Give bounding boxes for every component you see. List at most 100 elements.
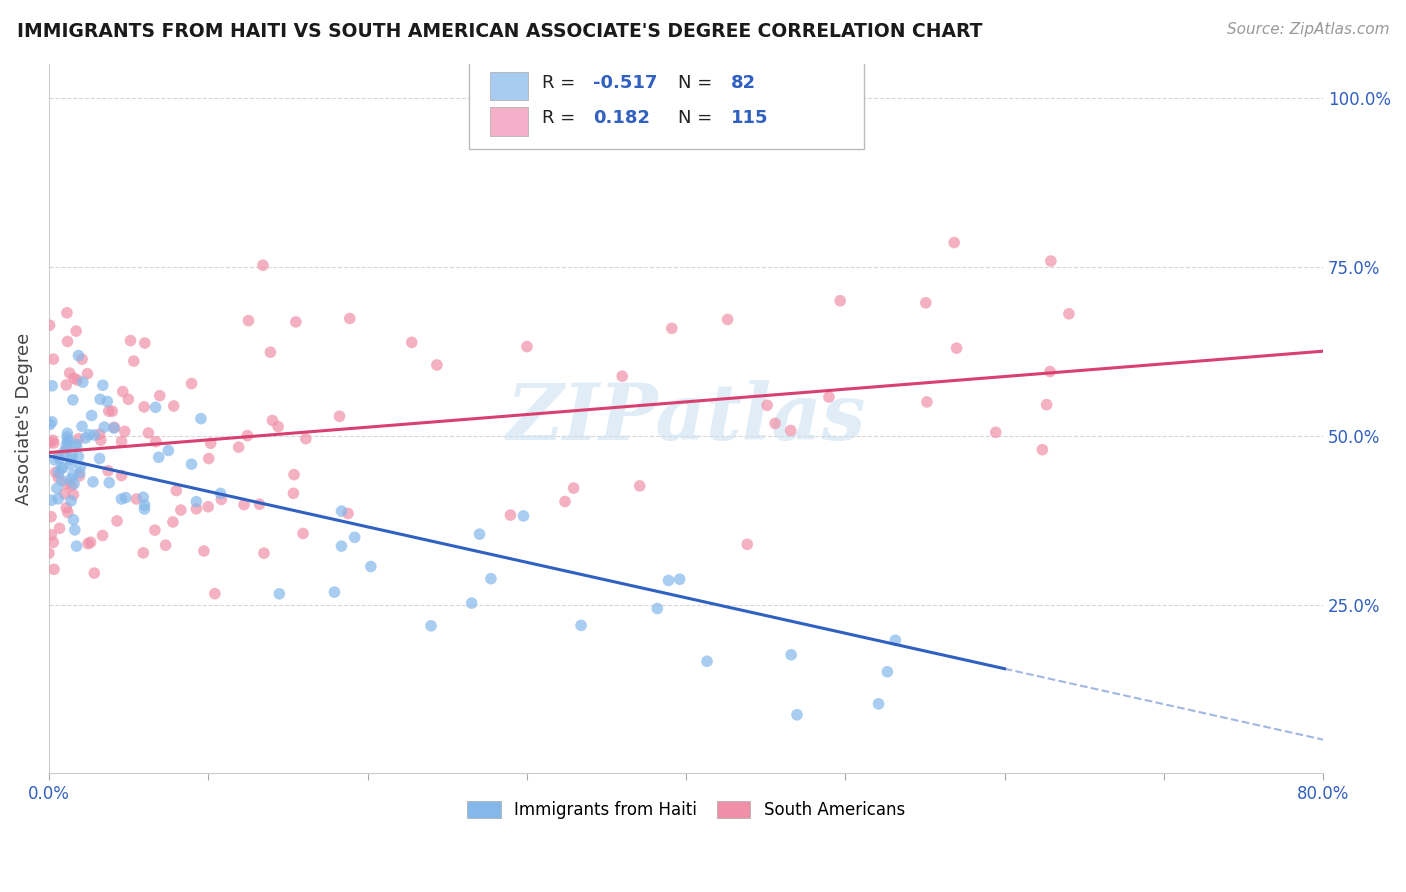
Point <box>157 443 180 458</box>
Point <box>779 424 801 438</box>
Point <box>163 399 186 413</box>
Text: N =: N = <box>679 109 718 127</box>
Point <box>283 467 305 482</box>
Point <box>132 546 155 560</box>
Text: 82: 82 <box>731 73 756 92</box>
Point <box>253 546 276 560</box>
Point <box>42 352 65 367</box>
Point <box>79 535 101 549</box>
Point <box>93 420 115 434</box>
Point <box>55 378 77 392</box>
Point <box>516 340 538 354</box>
Point <box>612 369 634 384</box>
FancyBboxPatch shape <box>489 72 529 100</box>
Point <box>328 409 350 424</box>
Point <box>786 707 808 722</box>
Point <box>59 457 82 471</box>
Point <box>360 559 382 574</box>
Point <box>426 358 449 372</box>
Point <box>56 434 79 448</box>
Legend: Immigrants from Haiti, South Americans: Immigrants from Haiti, South Americans <box>461 794 911 825</box>
Point <box>155 538 177 552</box>
Point <box>111 384 134 399</box>
Point <box>696 654 718 668</box>
Point <box>56 477 79 491</box>
Point <box>401 335 423 350</box>
Point <box>39 509 62 524</box>
Point <box>72 375 94 389</box>
Point <box>80 409 103 423</box>
Point <box>45 465 67 479</box>
Point <box>1035 398 1057 412</box>
Text: IMMIGRANTS FROM HAITI VS SOUTH AMERICAN ASSOCIATE'S DEGREE CORRELATION CHART: IMMIGRANTS FROM HAITI VS SOUTH AMERICAN … <box>17 22 983 41</box>
Point <box>292 526 315 541</box>
Point <box>499 508 522 522</box>
Point <box>38 435 60 450</box>
Point <box>41 378 63 392</box>
Point <box>65 437 87 451</box>
Point <box>120 334 142 348</box>
Point <box>284 315 307 329</box>
Point <box>67 349 90 363</box>
Point <box>51 461 73 475</box>
Point <box>60 478 83 492</box>
Point <box>83 566 105 580</box>
Point <box>209 486 232 500</box>
Point <box>51 474 73 488</box>
Point <box>512 508 534 523</box>
Point <box>330 539 353 553</box>
Point <box>148 450 170 465</box>
Point <box>46 491 69 506</box>
Point <box>180 376 202 391</box>
Point <box>89 427 111 442</box>
Text: R =: R = <box>543 73 581 92</box>
Point <box>55 500 77 515</box>
Point <box>186 501 208 516</box>
Point <box>945 341 967 355</box>
Point <box>69 466 91 480</box>
Point <box>269 587 291 601</box>
Point <box>56 334 79 349</box>
Point <box>295 432 318 446</box>
Point <box>44 452 66 467</box>
Point <box>914 295 936 310</box>
Point <box>91 378 114 392</box>
Point <box>657 574 679 588</box>
FancyBboxPatch shape <box>489 107 529 136</box>
Text: Source: ZipAtlas.com: Source: ZipAtlas.com <box>1226 22 1389 37</box>
Point <box>42 434 65 448</box>
Y-axis label: Associate's Degree: Associate's Degree <box>15 333 32 505</box>
Point <box>117 392 139 407</box>
Point <box>267 419 290 434</box>
Point <box>39 417 62 432</box>
Point <box>59 366 82 380</box>
Point <box>59 452 82 467</box>
Point <box>337 507 360 521</box>
Point <box>134 336 156 351</box>
Point <box>41 415 63 429</box>
Point <box>460 596 482 610</box>
Point <box>114 491 136 505</box>
Text: 0.182: 0.182 <box>593 109 650 127</box>
Point <box>162 515 184 529</box>
Text: N =: N = <box>679 73 718 92</box>
Point <box>249 497 271 511</box>
Point <box>48 449 70 463</box>
Point <box>90 433 112 447</box>
Point <box>915 395 938 409</box>
Point <box>735 537 758 551</box>
Point <box>170 503 193 517</box>
Point <box>101 404 124 418</box>
Point <box>103 421 125 435</box>
Point <box>103 420 125 434</box>
Point <box>943 235 966 250</box>
Point <box>143 523 166 537</box>
Point <box>53 445 76 459</box>
Point <box>66 373 89 387</box>
Point <box>48 521 70 535</box>
Point <box>138 425 160 440</box>
Point <box>668 572 690 586</box>
Point <box>51 460 73 475</box>
Point <box>1039 365 1062 379</box>
Point <box>468 527 491 541</box>
